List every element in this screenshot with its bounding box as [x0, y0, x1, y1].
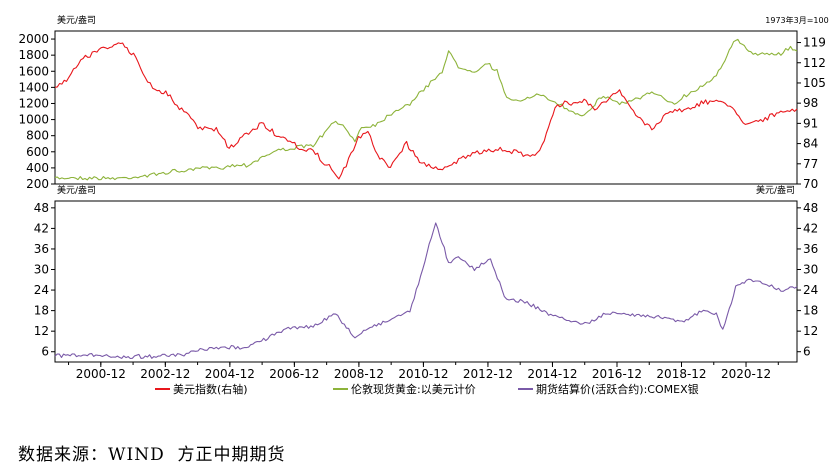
- legend: 美元指数(右轴) 伦敦现货黄金:以美元计价 期货结算价(活跃合约):COMEX银: [155, 382, 699, 396]
- top-right-tick-label: 105: [803, 76, 826, 90]
- x-axis: 2000-12 2002-12 2004-12 2006-12 2008-12 2010-…: [68, 362, 779, 381]
- top-left-tick-label: 800: [26, 129, 49, 143]
- bottom-right-tick-label: 6: [803, 345, 811, 359]
- bottom-series-line-1: [54, 222, 798, 360]
- legend-label-1: 美元指数(右轴): [173, 382, 248, 396]
- top-panel-frame: [54, 30, 798, 185]
- bottom-left-tick-label: 18: [34, 304, 49, 318]
- top-left-tick-label: 1200: [18, 96, 49, 110]
- bottom-right-tick-label: 36: [803, 242, 818, 256]
- x-tick-label: 2004-12: [205, 367, 255, 381]
- x-tick-label: 2006-12: [269, 367, 319, 381]
- x-tick-label: 2008-12: [334, 367, 384, 381]
- top-left-tick-label: 1600: [18, 64, 49, 78]
- bottom-right-tick-label: 18: [803, 304, 818, 318]
- top-left-unit: 美元/盎司: [57, 14, 96, 26]
- source-note: 数据来源：WIND 方正中期期货: [18, 445, 286, 465]
- top-right-tick-label: 91: [803, 116, 818, 130]
- top-right-tick-label: 119: [803, 36, 826, 50]
- legend-label-2: 伦敦现货黄金:以美元计价: [351, 382, 476, 396]
- bottom-right-tick-label: 24: [803, 283, 818, 297]
- top-left-tick-label: 1400: [18, 80, 49, 94]
- bottom-panel-frame: [54, 200, 798, 363]
- bottom-left-tick-label: 6: [41, 345, 49, 359]
- bottom-left-unit: 美元/盎司: [57, 184, 96, 196]
- bottom-right-tick-label: 30: [803, 263, 818, 277]
- top-series-line-1: [54, 38, 798, 181]
- x-tick-label: 2016-12: [592, 367, 642, 381]
- top-left-tick-label: 2000: [18, 32, 49, 46]
- bottom-left-tick-label: 12: [34, 324, 49, 338]
- bottom-left-tick-label: 42: [34, 221, 49, 235]
- bottom-left-tick-label: 24: [34, 283, 49, 297]
- x-tick-label: 2018-12: [656, 367, 706, 381]
- bottom-right-tick-label: 42: [803, 221, 818, 235]
- top-right-tick-label: 77: [803, 157, 818, 171]
- top-series-line-2: [54, 42, 798, 180]
- top-right-tick-label: 98: [803, 96, 818, 110]
- legend-label-3: 期货结算价(活跃合约):COMEX银: [536, 382, 699, 396]
- x-tick-label: 2014-12: [527, 367, 577, 381]
- bottom-right-tick-label: 12: [803, 324, 818, 338]
- top-left-tick-label: 200: [26, 177, 49, 191]
- top-left-tick-label: 1000: [18, 113, 49, 127]
- top-right-tick-label: 112: [803, 56, 826, 70]
- top-left-tick-label: 400: [26, 161, 49, 175]
- top-right-tick-label: 70: [803, 177, 818, 191]
- top-right-tick-label: 84: [803, 137, 818, 151]
- x-tick-label: 2000-12: [76, 367, 126, 381]
- bottom-right-unit: 美元/盎司: [756, 184, 795, 196]
- top-right-unit: 1973年3月=100: [765, 15, 828, 25]
- x-tick-label: 2002-12: [140, 367, 190, 381]
- bottom-panel: 6 6 12 12 18 18 24 24 30 30 36 36 42 42 48 48 美元/盎司 美元/盎司: [34, 184, 818, 363]
- x-tick-label: 2012-12: [463, 367, 513, 381]
- bottom-left-tick-label: 30: [34, 263, 49, 277]
- top-left-tick-label: 600: [26, 145, 49, 159]
- bottom-left-tick-label: 36: [34, 242, 49, 256]
- top-panel: 200 400 600 800 1000 1200 1400 1600 1800 2000 70 77…: [18, 14, 828, 191]
- bottom-right-tick-label: 48: [803, 201, 818, 215]
- x-tick-label: 2010-12: [398, 367, 448, 381]
- bottom-left-tick-label: 48: [34, 201, 49, 215]
- top-left-tick-label: 1800: [18, 48, 49, 62]
- x-tick-label: 2020-12: [721, 367, 771, 381]
